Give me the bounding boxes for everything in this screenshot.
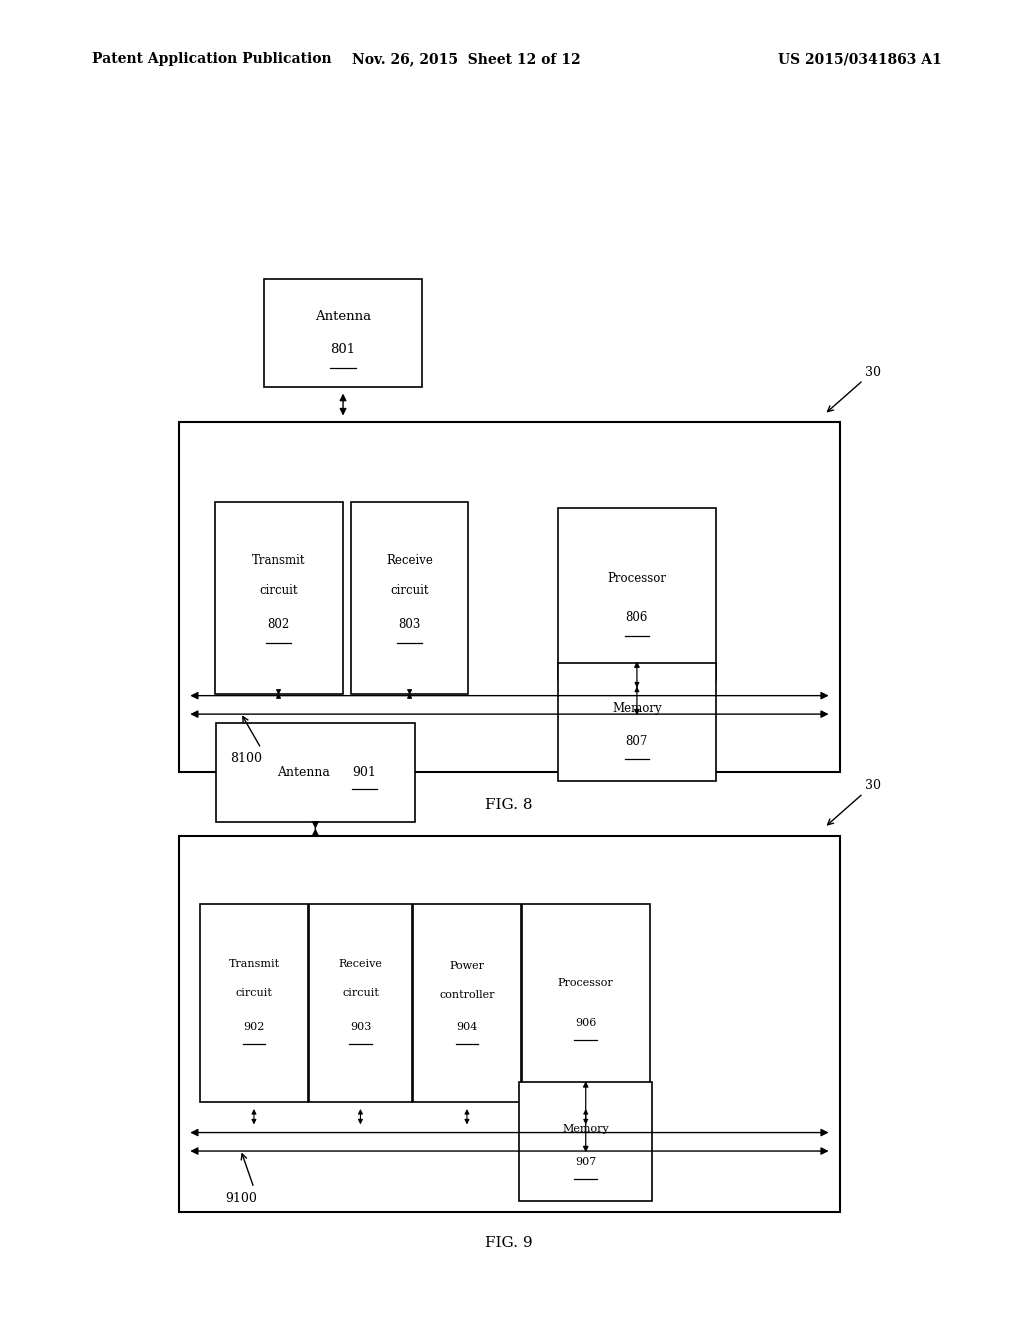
- Text: circuit: circuit: [236, 987, 272, 998]
- Text: 801: 801: [331, 343, 355, 356]
- Bar: [350, 502, 469, 694]
- Text: Patent Application Publication: Patent Application Publication: [92, 53, 332, 66]
- Bar: [557, 508, 717, 680]
- Bar: [179, 422, 840, 772]
- Text: circuit: circuit: [390, 583, 429, 597]
- Text: Power: Power: [450, 961, 484, 972]
- Bar: [264, 279, 422, 387]
- Text: Nov. 26, 2015  Sheet 12 of 12: Nov. 26, 2015 Sheet 12 of 12: [351, 53, 581, 66]
- Bar: [557, 663, 717, 781]
- Text: 906: 906: [575, 1018, 596, 1028]
- Text: 901: 901: [352, 766, 377, 779]
- Text: 806: 806: [626, 611, 648, 624]
- Text: 8100: 8100: [230, 752, 262, 766]
- Text: 803: 803: [398, 618, 421, 631]
- Bar: [215, 502, 342, 694]
- Text: controller: controller: [439, 990, 495, 1001]
- Bar: [309, 904, 412, 1102]
- Text: Transmit: Transmit: [252, 554, 305, 568]
- Text: Antenna: Antenna: [315, 310, 371, 323]
- Bar: [179, 836, 840, 1212]
- Text: 904: 904: [457, 1022, 477, 1032]
- Text: circuit: circuit: [342, 987, 379, 998]
- Bar: [414, 904, 521, 1102]
- Text: 902: 902: [244, 1022, 264, 1032]
- Text: US 2015/0341863 A1: US 2015/0341863 A1: [778, 53, 942, 66]
- Text: Receive: Receive: [339, 958, 382, 969]
- Text: FIG. 8: FIG. 8: [485, 799, 532, 812]
- Text: 30: 30: [865, 779, 882, 792]
- Text: 9100: 9100: [225, 1192, 257, 1205]
- Bar: [215, 722, 416, 821]
- Text: Memory: Memory: [612, 702, 662, 715]
- Bar: [201, 904, 307, 1102]
- Text: Antenna: Antenna: [276, 766, 334, 779]
- Bar: [519, 1082, 652, 1201]
- Text: Memory: Memory: [562, 1123, 609, 1134]
- Text: 807: 807: [626, 735, 648, 748]
- Text: Receive: Receive: [386, 554, 433, 568]
- Text: 802: 802: [267, 618, 290, 631]
- Text: circuit: circuit: [259, 583, 298, 597]
- Text: 907: 907: [575, 1156, 596, 1167]
- Text: Transmit: Transmit: [228, 958, 280, 969]
- Text: 30: 30: [865, 366, 882, 379]
- Text: FIG. 9: FIG. 9: [485, 1237, 532, 1250]
- Bar: [521, 904, 649, 1102]
- Text: Processor: Processor: [607, 572, 667, 585]
- Text: 903: 903: [350, 1022, 371, 1032]
- Text: Processor: Processor: [558, 978, 613, 989]
